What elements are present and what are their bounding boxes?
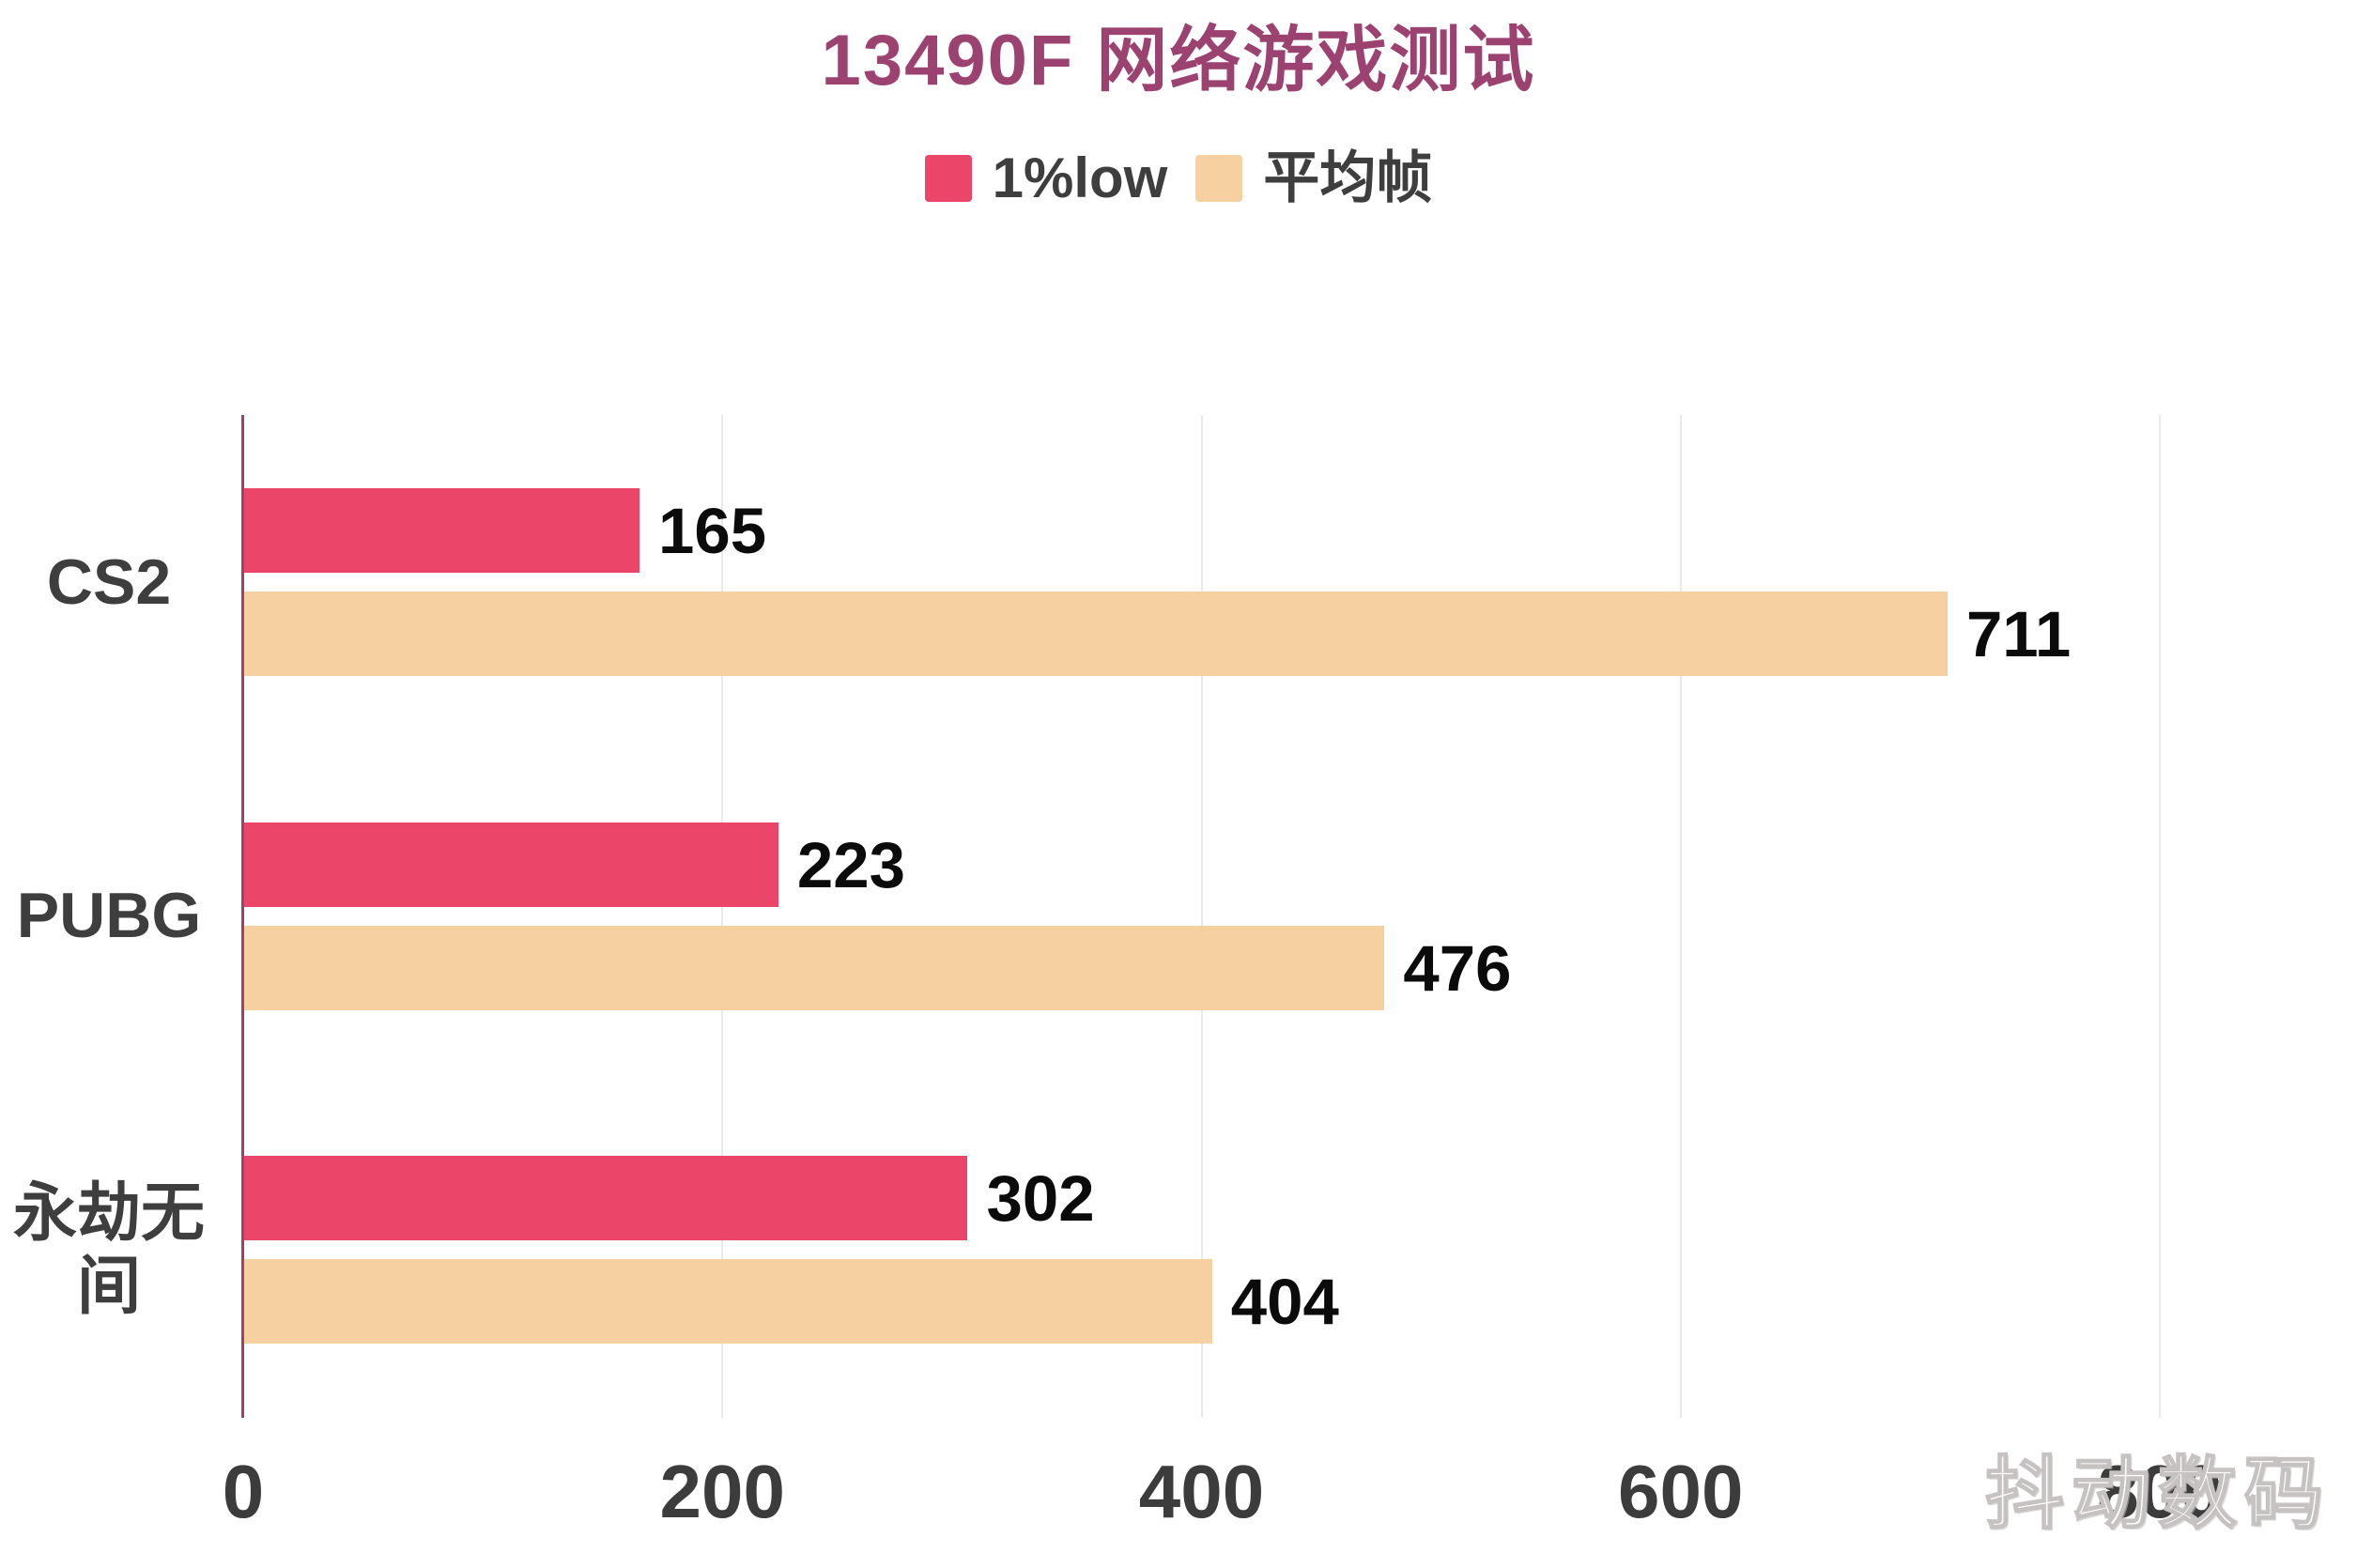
x-tick-label-600: 600 — [1618, 1450, 1744, 1533]
gridline-x-400 — [1200, 415, 1203, 1418]
value-label-永劫无间-low: 302 — [986, 1162, 1095, 1235]
bar-PUBG-low — [244, 822, 778, 907]
category-label-3: 永劫无间 — [12, 1176, 205, 1322]
watermark: 抖动数码 — [1984, 1449, 2331, 1539]
category-label-2: PUBG — [16, 880, 202, 952]
x-tick-label-400: 400 — [1138, 1450, 1265, 1533]
x-tick-label-200: 200 — [659, 1450, 785, 1533]
bar-CS2-avg — [244, 592, 1948, 676]
y-axis-line — [241, 415, 244, 1418]
legend-label: 1%low — [992, 146, 1168, 209]
value-label-CS2-low: 165 — [657, 495, 767, 567]
legend-item-low: 1%low — [924, 146, 1168, 209]
x-tick-label-800: 800 — [2097, 1450, 2223, 1533]
value-label-CS2-avg: 711 — [1965, 598, 2072, 670]
bar-永劫无间-avg — [244, 1259, 1212, 1344]
value-label-PUBG-low: 223 — [796, 828, 906, 901]
value-label-永劫无间-avg: 404 — [1230, 1266, 1339, 1338]
bar-PUBG-avg — [244, 925, 1385, 1010]
gridline-x-200 — [721, 415, 724, 1418]
legend-label: 平均帧 — [1263, 146, 1433, 209]
value-label-PUBG-avg: 476 — [1403, 931, 1512, 1005]
gridline-x-600 — [1679, 415, 1682, 1418]
chart-title: 13490F 网络游戏测试 — [821, 21, 1536, 100]
x-tick-label-0: 0 — [222, 1450, 265, 1533]
gridline-x-800 — [2159, 415, 2161, 1418]
legend-item-avg: 平均帧 — [1195, 150, 1432, 207]
chart-legend: 1%low 平均帧 — [0, 143, 2357, 214]
legend-swatch-icon — [924, 155, 972, 202]
bar-CS2-low — [244, 488, 639, 573]
legend-swatch-icon — [1195, 155, 1243, 202]
category-label-1: CS2 — [46, 546, 172, 618]
bar-永劫无间-low — [244, 1156, 968, 1240]
